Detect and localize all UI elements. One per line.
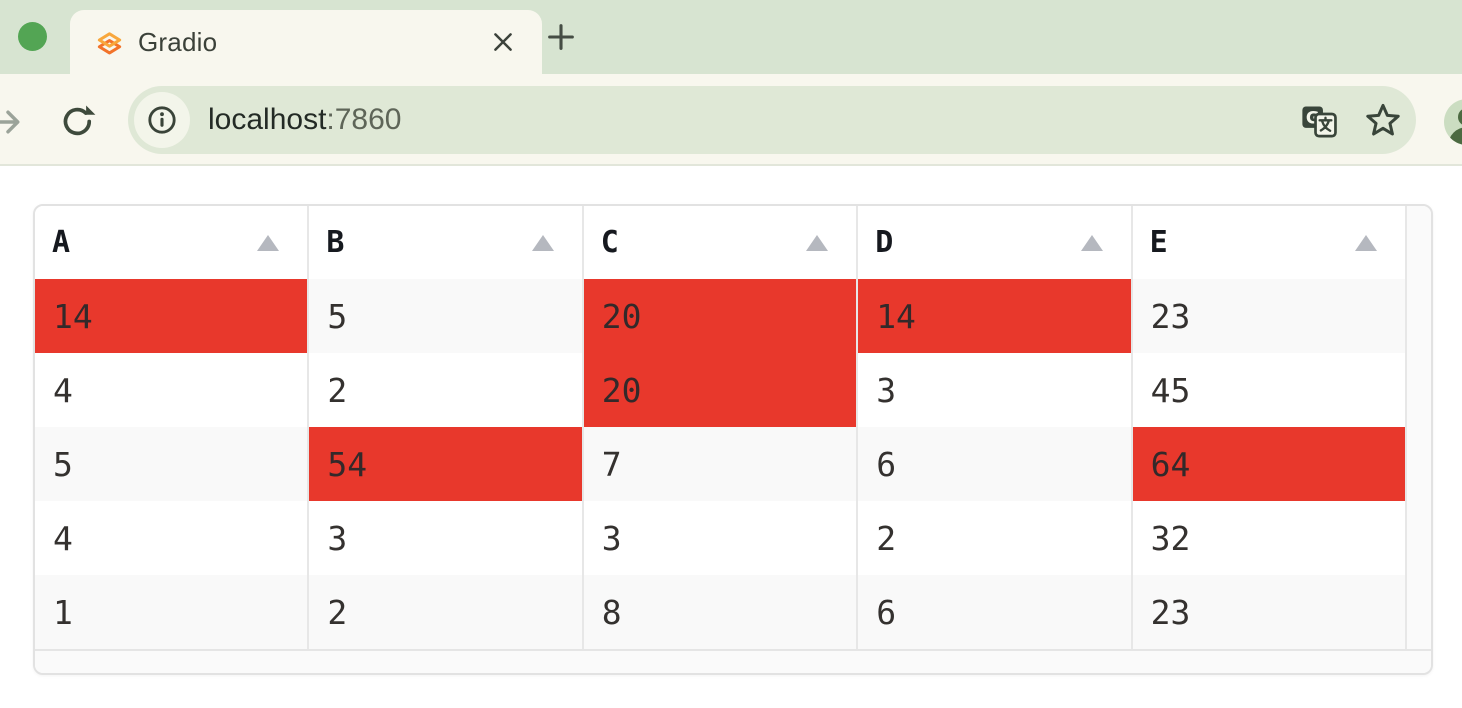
cell-B4[interactable]: 3 [309, 501, 584, 575]
forward-arrow-icon [0, 104, 23, 140]
bookmark-button[interactable] [1364, 101, 1402, 139]
cell-A3[interactable]: 5 [35, 427, 310, 501]
horizontal-scrollbar-gutter [35, 649, 1431, 673]
sort-ascending-icon[interactable] [1354, 234, 1377, 251]
cell-C1[interactable]: 20 [583, 279, 859, 353]
sort-ascending-icon[interactable] [1080, 234, 1103, 251]
cell-B5[interactable]: 2 [309, 575, 584, 649]
window-control-green-dot[interactable] [18, 22, 47, 51]
column-header-B[interactable]: B [309, 206, 584, 279]
column-header-label: E [1149, 225, 1168, 260]
translate-button[interactable]: G [1300, 101, 1338, 139]
tab-close-icon[interactable] [486, 25, 520, 59]
reload-icon [59, 103, 96, 140]
cell-D2[interactable]: 3 [858, 353, 1133, 427]
translate-icon: G [1300, 101, 1338, 139]
column-header-D[interactable]: D [858, 206, 1133, 279]
cell-E1[interactable]: 23 [1132, 279, 1407, 353]
profile-avatar[interactable] [1444, 99, 1462, 145]
cell-C2[interactable]: 20 [583, 353, 859, 427]
cell-D1[interactable]: 14 [858, 279, 1133, 353]
reload-button[interactable] [59, 103, 96, 140]
url-port: :7860 [326, 103, 402, 136]
column-header-label: A [52, 225, 71, 260]
cell-D5[interactable]: 6 [858, 575, 1133, 649]
column-header-label: B [326, 225, 345, 260]
cell-A4[interactable]: 4 [35, 501, 310, 575]
star-icon [1364, 101, 1402, 139]
cell-B2[interactable]: 2 [309, 353, 584, 427]
cell-B1[interactable]: 5 [309, 279, 584, 353]
column-header-label: D [875, 225, 894, 260]
url-text[interactable]: localhost:7860 [208, 103, 1300, 137]
cell-C4[interactable]: 3 [583, 501, 859, 575]
browser-tab-gradio[interactable]: Gradio [70, 10, 542, 74]
new-tab-button[interactable] [541, 17, 581, 57]
column-header-A[interactable]: A [35, 206, 310, 279]
gradio-logo-icon [96, 30, 123, 57]
sort-ascending-icon[interactable] [257, 234, 280, 251]
cell-C5[interactable]: 8 [583, 575, 859, 649]
cell-D4[interactable]: 2 [858, 501, 1133, 575]
vertical-scrollbar-gutter [1406, 206, 1431, 649]
site-info-button[interactable] [134, 92, 190, 148]
cell-A2[interactable]: 4 [35, 353, 310, 427]
cell-E2[interactable]: 45 [1132, 353, 1407, 427]
cell-A5[interactable]: 1 [35, 575, 310, 649]
plus-icon [544, 20, 578, 54]
web-page-content: A B C D E 14 5 20 14 23 4 2 20 3 45 5 54 7 6 64 4 3 3 2 32 1 2 8 6 23 [0, 166, 1462, 708]
sort-ascending-icon[interactable] [531, 234, 554, 251]
cell-E4[interactable]: 32 [1132, 501, 1407, 575]
avatar-person-icon [1458, 108, 1462, 126]
url-host: localhost [208, 103, 327, 136]
tab-title: Gradio [138, 26, 218, 57]
column-header-label: C [600, 225, 619, 260]
cell-B3[interactable]: 54 [309, 427, 584, 501]
column-header-C[interactable]: C [583, 206, 859, 279]
info-icon [145, 103, 179, 137]
sort-ascending-icon[interactable] [806, 234, 829, 251]
forward-button[interactable] [0, 104, 23, 140]
cell-E3[interactable]: 64 [1132, 427, 1407, 501]
cell-D3[interactable]: 6 [858, 427, 1133, 501]
cell-E5[interactable]: 23 [1132, 575, 1407, 649]
dataframe-grid: A B C D E 14 5 20 14 23 4 2 20 3 45 5 54 7 6 64 4 3 3 2 32 1 2 8 6 23 [35, 206, 1431, 673]
cell-A1[interactable]: 14 [35, 279, 310, 353]
address-bar[interactable]: localhost:7860 G [128, 86, 1416, 154]
browser-tab-strip: Gradio [0, 0, 1462, 74]
dataframe-container: A B C D E 14 5 20 14 23 4 2 20 3 45 5 54 7 6 64 4 3 3 2 32 1 2 8 6 23 [33, 204, 1433, 675]
cell-C3[interactable]: 7 [583, 427, 859, 501]
column-header-E[interactable]: E [1132, 206, 1407, 279]
